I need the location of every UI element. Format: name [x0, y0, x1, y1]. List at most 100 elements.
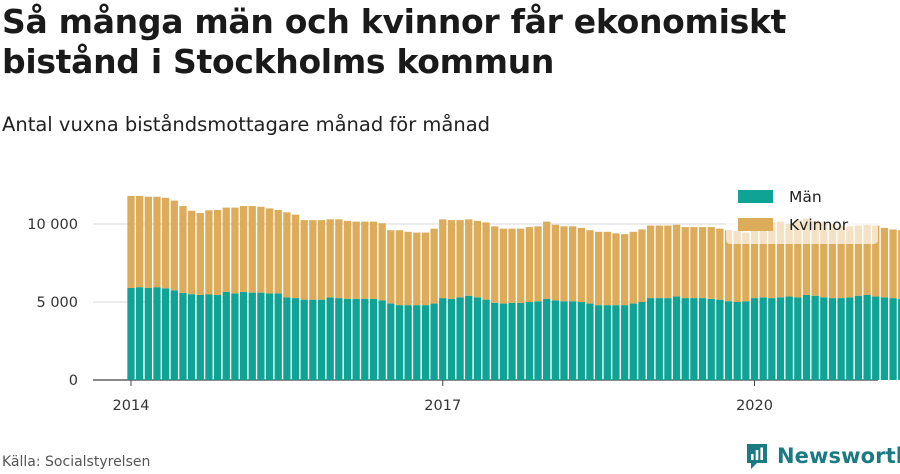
bar-man — [742, 301, 750, 380]
bar-man — [569, 301, 577, 380]
bar-kvinnor — [161, 197, 170, 289]
bar-man — [491, 302, 499, 380]
bar-man — [265, 293, 274, 380]
bar-man — [413, 305, 421, 380]
bar-kvinnor — [534, 226, 542, 302]
bar-man — [828, 298, 837, 380]
chart-title: Så många män och kvinnor får ekonomiskt … — [2, 2, 787, 81]
bar-man — [560, 301, 568, 380]
bar-kvinnor — [794, 220, 802, 298]
bar-man — [543, 298, 551, 380]
bar-man — [248, 292, 256, 380]
bar-man — [620, 305, 629, 380]
bar-kvinnor — [404, 231, 412, 306]
bar-kvinnor — [205, 210, 213, 295]
bar-man — [776, 297, 785, 380]
bar-kvinnor — [300, 220, 308, 300]
bar-man — [127, 287, 135, 380]
bar-kvinnor — [750, 223, 759, 299]
bar-kvinnor — [820, 222, 828, 298]
bar-man — [750, 298, 759, 380]
bar-kvinnor — [222, 207, 230, 292]
bar-kvinnor — [543, 221, 551, 299]
bar-man — [465, 295, 473, 380]
bar-man — [361, 298, 369, 380]
bar-kvinnor — [335, 219, 343, 299]
bar-man — [863, 294, 871, 380]
bar-kvinnor — [447, 220, 456, 299]
bar-kvinnor — [525, 227, 534, 302]
bar-man — [508, 302, 516, 380]
bar-kvinnor — [274, 209, 282, 294]
y-tick-label: 10 000 — [27, 217, 78, 233]
axes: 0 5 000 10 000 2014 2017 2020 2022 — [27, 217, 773, 414]
bar-man — [179, 292, 187, 380]
bar-man — [534, 301, 542, 380]
bar-man — [768, 298, 776, 380]
y-tick-label: 5 000 — [36, 295, 78, 311]
legend-swatch-man — [738, 190, 773, 203]
legend: Män Kvinnor — [726, 180, 878, 244]
bar-kvinnor — [690, 227, 698, 299]
bar-man — [872, 296, 880, 380]
bar-kvinnor — [603, 231, 611, 306]
bar-man — [638, 302, 646, 380]
bar-kvinnor — [439, 219, 447, 299]
x-tick-label: 2017 — [424, 398, 461, 414]
bar-man — [326, 297, 334, 380]
bar-man — [309, 299, 317, 380]
bar-man — [404, 305, 412, 380]
bar-man — [517, 302, 525, 380]
bar-kvinnor — [707, 227, 715, 299]
bar-man — [239, 291, 248, 380]
bar-kvinnor — [317, 220, 326, 300]
bar-man — [664, 298, 672, 380]
bar-kvinnor — [369, 221, 378, 299]
newsworthy-logo: Newsworthy — [745, 442, 900, 470]
bar-kvinnor — [828, 224, 837, 299]
source-note: Källa: Socialstyrelsen — [2, 454, 151, 470]
bar-man — [707, 298, 715, 380]
bar-kvinnor — [265, 208, 274, 294]
bar-kvinnor — [257, 206, 265, 293]
bar-kvinnor — [698, 227, 707, 299]
bar-kvinnor — [569, 226, 577, 302]
bar-kvinnor — [491, 226, 499, 303]
bar-kvinnor — [560, 226, 568, 302]
bar-man — [716, 299, 724, 380]
bar-man — [222, 291, 230, 380]
bar-kvinnor — [482, 222, 490, 300]
bar-kvinnor — [153, 196, 161, 288]
bar-kvinnor — [309, 220, 317, 300]
bar-kvinnor — [672, 224, 681, 297]
y-tick-label: 0 — [69, 373, 78, 389]
bar-kvinnor — [846, 226, 854, 298]
bar-man — [387, 303, 395, 380]
bar-kvinnor — [517, 228, 525, 303]
bar-man — [213, 294, 222, 380]
bar-man — [811, 295, 819, 380]
bar-kvinnor — [577, 227, 585, 302]
bar-man — [161, 288, 170, 380]
bar-man — [837, 298, 845, 380]
bar-kvinnor — [681, 227, 689, 299]
bar-kvinnor — [326, 219, 334, 298]
bar-kvinnor — [291, 214, 300, 299]
bar-man — [378, 300, 386, 380]
bar-kvinnor — [724, 230, 733, 302]
bar-man — [646, 298, 655, 380]
bar-kvinnor — [629, 231, 637, 304]
bar-man — [196, 294, 204, 380]
bar-man — [594, 305, 603, 380]
bar-man — [170, 290, 178, 380]
bar-kvinnor — [716, 228, 724, 300]
bar-kvinnor — [421, 232, 430, 306]
bar-man — [681, 298, 689, 380]
bar-kvinnor — [387, 230, 395, 304]
bar-kvinnor — [352, 221, 360, 299]
bar-kvinnor — [612, 233, 620, 306]
bar-kvinnor — [802, 218, 811, 295]
bar-man — [690, 298, 698, 380]
bar-man — [144, 287, 152, 380]
bar-kvinnor — [863, 224, 871, 295]
